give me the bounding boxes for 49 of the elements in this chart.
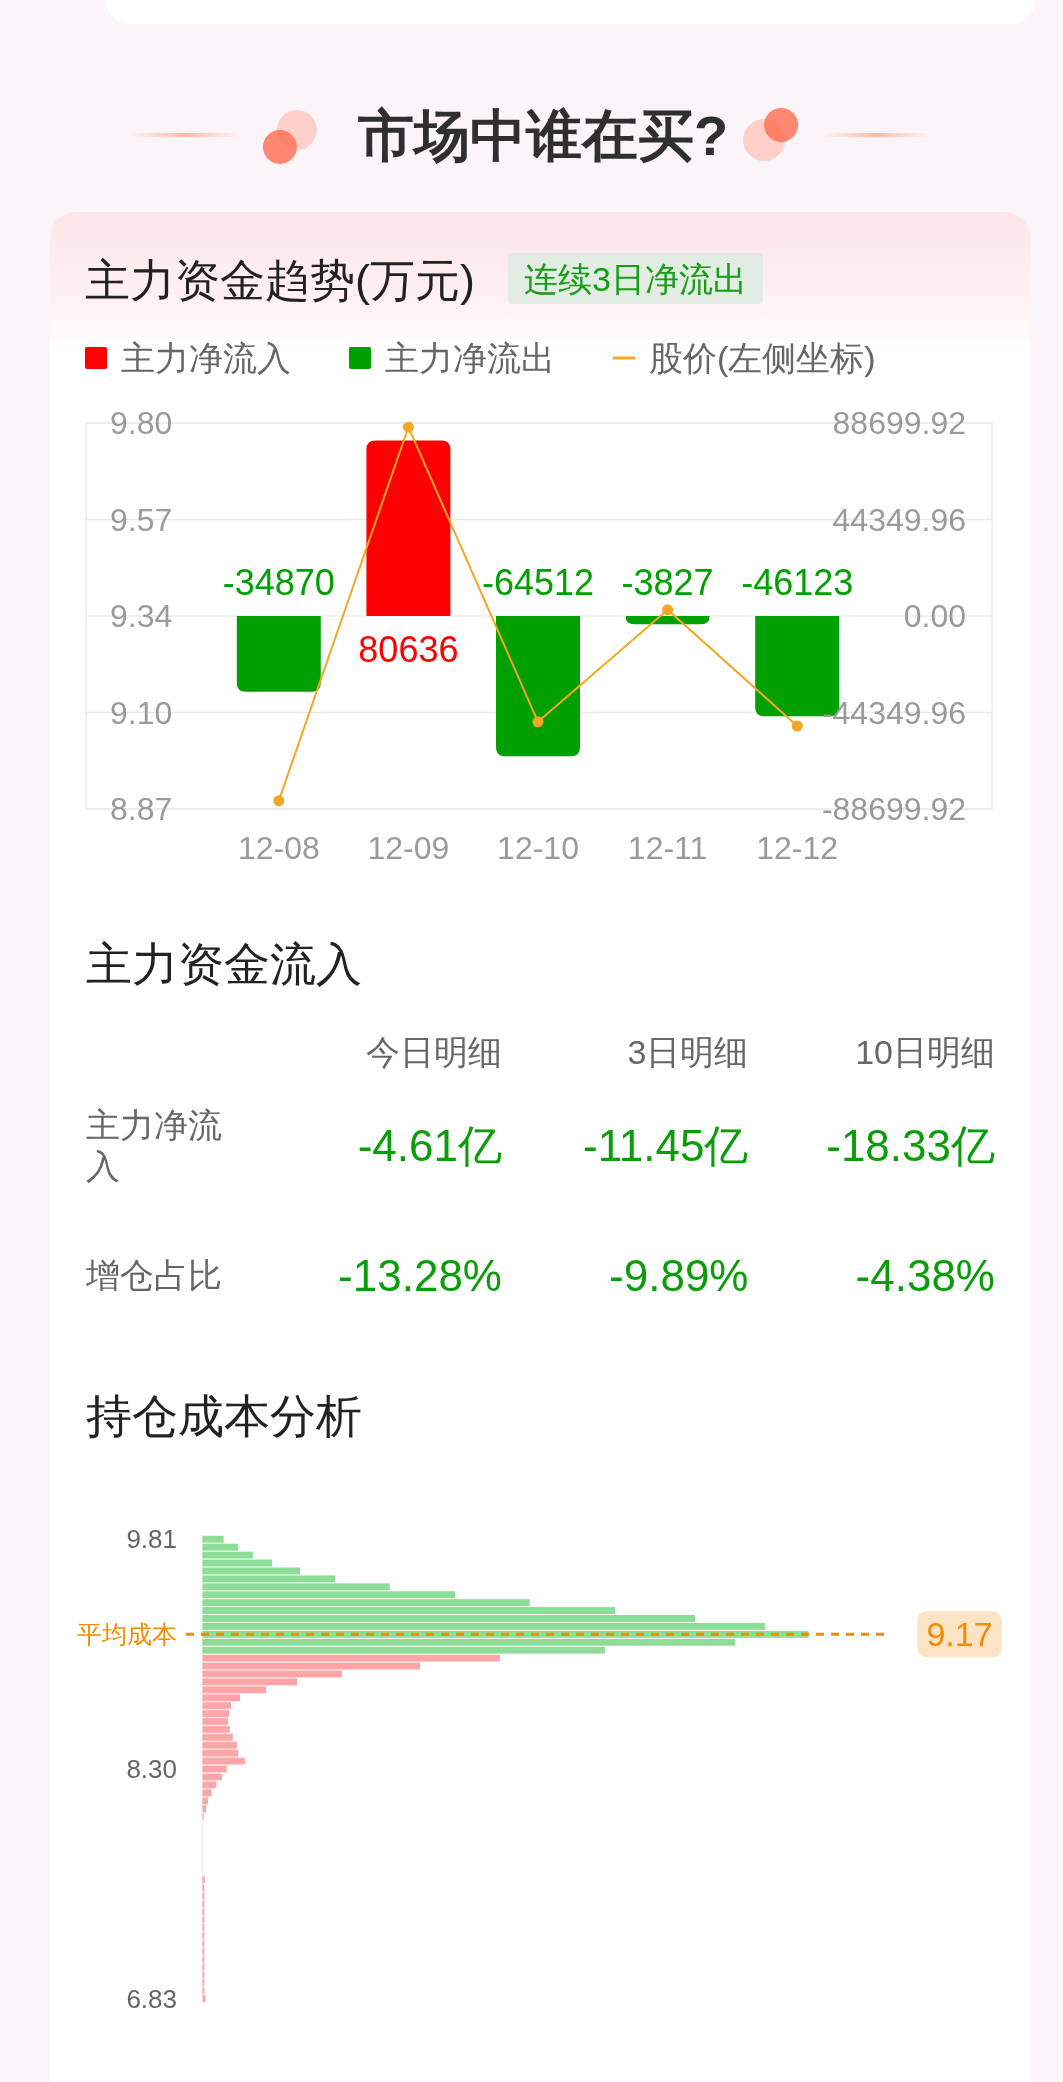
data-label: -64512 — [481, 562, 595, 603]
y-tick-label: 9.10 — [110, 694, 173, 731]
text: 市场中谁在买? — [356, 103, 729, 167]
point — [532, 716, 544, 728]
y2-tick-label: 0.00 — [903, 598, 966, 634]
y2-tick-label: 88699.92 — [832, 405, 966, 441]
text: -4.38% — [855, 1250, 995, 1300]
text: 主力资金流入 — [86, 938, 362, 990]
y-tick-label: 9.57 — [110, 501, 173, 538]
y2-tick-label: -44349.96 — [821, 694, 966, 731]
data-label: 80636 — [358, 629, 459, 670]
y-tick-label: 平均成本 — [77, 1620, 177, 1649]
y-tick-label: 9.80 — [110, 405, 173, 441]
point — [662, 604, 674, 616]
point — [402, 421, 414, 433]
category-label: 增仓占比 — [86, 1256, 222, 1294]
y-tick-label: 9.34 — [110, 598, 173, 634]
chart-subtitle: 连续3日净流出 — [523, 260, 747, 298]
category-label: 10日明细 — [855, 1033, 995, 1071]
point — [273, 795, 285, 807]
x-tick-label: 12-10 — [497, 830, 579, 866]
y-tick-label: 9.81 — [126, 1524, 177, 1555]
legend-label: 主力净流入 — [121, 339, 291, 377]
chart-title: 主力资金趋势(万元) — [85, 254, 475, 306]
data-label: -3827 — [621, 562, 714, 603]
legend-label: 股价(左侧坐标) — [649, 339, 876, 377]
x-tick-label: 12-09 — [367, 830, 450, 866]
text: -9.89% — [609, 1250, 749, 1300]
text: -18.33亿 — [826, 1120, 995, 1170]
chart-title: 持仓成本分析 — [86, 1390, 362, 1442]
data-label: -46123 — [741, 562, 854, 603]
y2-tick-label: -88699.92 — [821, 791, 966, 827]
x-tick-label: 12-08 — [237, 830, 320, 866]
legend-label: 主力净流出 — [385, 339, 555, 377]
x-tick-label: 12-12 — [756, 830, 839, 866]
text: -11.45亿 — [583, 1120, 749, 1170]
point — [791, 720, 803, 732]
category-label: 3日明细 — [627, 1033, 749, 1071]
y-tick-label: 6.83 — [126, 1983, 177, 2014]
y2-tick-label: 44349.96 — [832, 501, 966, 538]
text: -4.61亿 — [357, 1120, 502, 1170]
category-label: 主力净流入 — [86, 1105, 222, 1185]
y-tick-label: 8.87 — [110, 791, 173, 827]
x-tick-label: 12-11 — [627, 830, 708, 866]
category-label: 今日明细 — [366, 1033, 502, 1071]
text: -13.28% — [338, 1250, 502, 1300]
y-tick-label: 8.30 — [126, 1754, 177, 1784]
data-label: -34870 — [222, 562, 335, 603]
ref-line-label: 9.17 — [926, 1615, 993, 1654]
